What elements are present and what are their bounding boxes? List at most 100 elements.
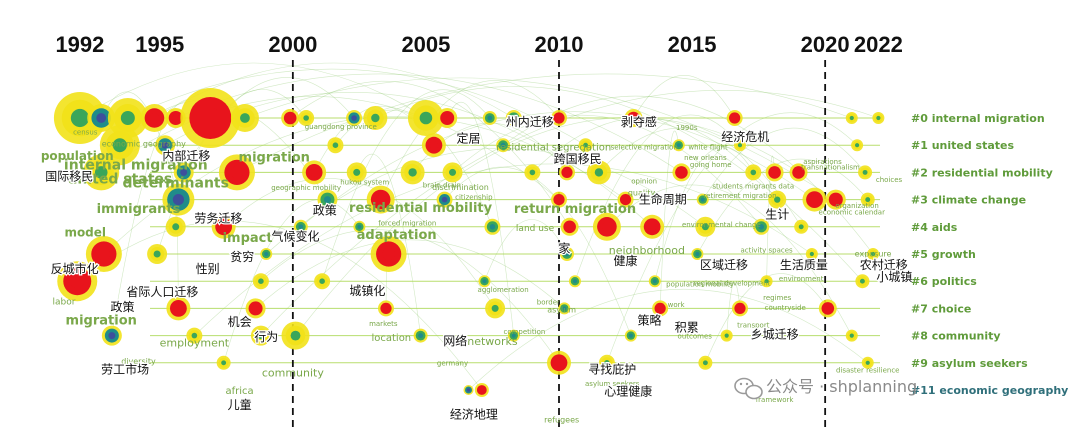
keyword-label-en: migration — [66, 314, 137, 329]
keyword-node — [753, 218, 770, 235]
keyword-node — [789, 163, 808, 182]
keyword-label-en: migration — [239, 151, 310, 166]
keyword-node — [765, 163, 784, 182]
keyword-label-en: new orleans — [684, 154, 727, 162]
co-citation-curve — [446, 101, 515, 336]
keyword-node — [733, 139, 746, 152]
keyword-label-cn: 劳工市场 — [101, 362, 149, 377]
keyword-label-en: activity spaces — [740, 247, 793, 255]
keyword-node — [211, 214, 236, 239]
cluster-legend: #0 internal migration #1 united states #2 … — [911, 112, 1068, 397]
keyword-node — [442, 162, 463, 183]
keyword-label-cn: 区域迁移 — [700, 258, 748, 272]
keyword-label-en: selective migration — [611, 143, 678, 151]
keyword-label-cn: 政策 — [110, 300, 134, 314]
keyword-label-en: white flight — [688, 143, 728, 151]
keyword-node — [474, 383, 489, 397]
keyword-label-en: environment — [779, 275, 824, 283]
keyword-node — [166, 296, 191, 321]
keyword-node — [861, 356, 874, 369]
keyword-label-en: refugees — [544, 416, 579, 425]
keyword-node — [186, 327, 203, 344]
keyword-node — [825, 189, 846, 210]
keyword-node — [216, 355, 231, 370]
keyword-label-cn: 家 — [558, 241, 570, 256]
keyword-node — [851, 139, 864, 152]
co-citation-curve — [356, 153, 421, 336]
keyword-label-en: labor — [52, 297, 75, 307]
keyword-label-en: choices — [876, 176, 903, 184]
keyword-node — [805, 248, 818, 260]
keyword-label-en: employment — [160, 336, 230, 349]
year-tick-label: 2015 — [668, 32, 717, 57]
co-citation-curve — [223, 178, 496, 309]
keyword-node — [353, 220, 366, 233]
keyword-node — [794, 219, 809, 234]
keyword-node — [173, 162, 194, 183]
keyword-node — [672, 139, 685, 152]
keyword-node — [672, 163, 691, 182]
keyword-node — [436, 191, 453, 208]
keyword-label-en: work — [668, 301, 686, 309]
keyword-label-en: citizenship — [455, 194, 493, 202]
co-citation-curve — [260, 90, 879, 336]
keyword-node — [230, 104, 259, 132]
keyword-node — [346, 110, 363, 126]
co-citation-curve — [321, 89, 491, 282]
keyword-node — [855, 274, 870, 289]
keyword-label-cn: 行为 — [254, 330, 278, 344]
cluster-label: #1 united states — [911, 139, 1015, 152]
co-citation-curve — [260, 229, 560, 363]
year-tick-label: 1995 — [135, 32, 184, 57]
keyword-node — [83, 154, 120, 191]
keyword-node — [760, 275, 773, 288]
keyword-label-cn: 省际人口迁移 — [126, 285, 198, 299]
keyword-label-cn: 劳务迁移 — [194, 211, 242, 226]
keyword-label-en: residential mobility — [349, 201, 493, 216]
cluster-label: #6 politics — [911, 275, 977, 288]
cluster-label: #11 economic geography — [911, 384, 1068, 397]
keyword-label-en: immigrants — [97, 202, 181, 217]
keyword-label-cn: 定居 — [456, 130, 480, 145]
keyword-node — [260, 248, 273, 260]
keyword-node — [400, 160, 425, 185]
keyword-label-cn: 农村迁移 — [860, 258, 908, 272]
keyword-label-en: regional development — [694, 279, 771, 287]
keyword-node — [726, 110, 743, 126]
keyword-node — [845, 329, 858, 342]
keyword-label-cn: 经济地理 — [450, 407, 498, 422]
year-tick-label: 2005 — [401, 32, 450, 57]
keyword-label-en: community — [262, 366, 325, 379]
keyword-node — [293, 219, 308, 234]
keyword-label-en: asylum — [547, 305, 576, 314]
keyword-node — [559, 247, 574, 261]
co-citation-curve — [375, 86, 863, 282]
cluster-label: #0 internal migration — [911, 112, 1045, 125]
year-tick-label: 2020 — [801, 32, 850, 57]
keyword-label-cn: 剥夺感 — [621, 114, 657, 129]
keyword-node — [85, 236, 122, 272]
keyword-node — [802, 187, 827, 212]
keyword-label-cn: 网络 — [443, 333, 467, 348]
keyword-label-cn: 性别 — [196, 262, 220, 276]
keyword-node — [437, 108, 458, 128]
keyword-label-cn: 经济危机 — [721, 129, 769, 144]
keyword-label-cn: 生活质量 — [780, 258, 828, 272]
co-citation-curve — [255, 239, 565, 309]
year-tick-label: 2000 — [268, 32, 317, 57]
keyword-node — [180, 88, 241, 148]
keyword-node — [370, 236, 407, 272]
keyword-node — [568, 275, 581, 288]
cluster-label: #2 residential mobility — [911, 166, 1053, 179]
keyword-node — [845, 112, 858, 124]
keyword-node — [366, 185, 395, 214]
keyword-label-en: agglomeration — [478, 286, 529, 294]
keyword-label-en: regimes — [763, 294, 792, 302]
keyword-label-en: location — [371, 333, 411, 344]
keyword-label-en: census — [73, 128, 98, 136]
co-citation-curve — [598, 127, 802, 227]
keyword-node — [768, 190, 787, 209]
keyword-label-en: africa — [226, 386, 254, 397]
co-citation-curve — [697, 158, 868, 255]
